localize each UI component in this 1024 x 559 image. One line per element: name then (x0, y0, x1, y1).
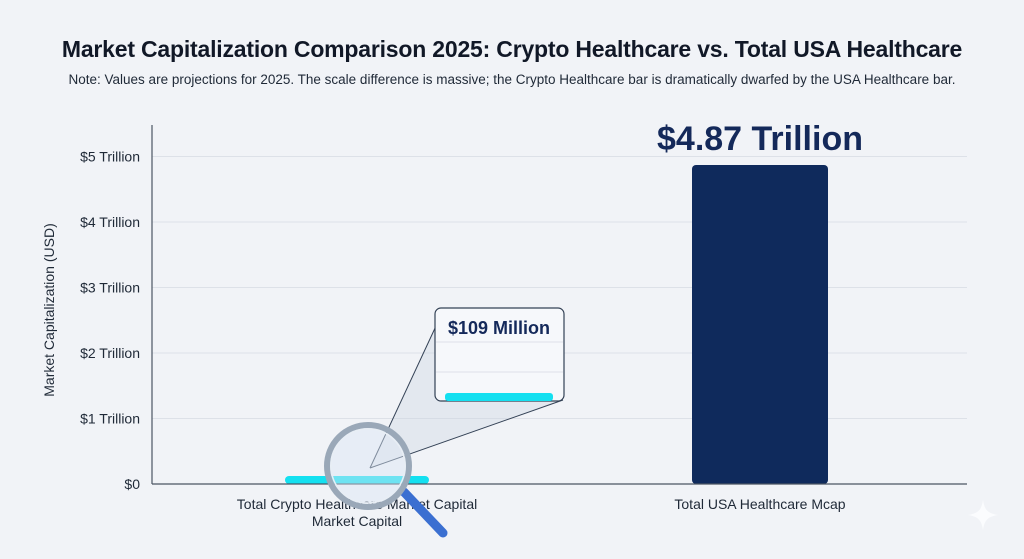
sparkle-icon (968, 500, 998, 530)
callout-line (369, 325, 437, 469)
chart-title: Market Capitalization Comparison 2025: C… (61, 36, 963, 62)
magnifier-lens (324, 422, 412, 510)
y-tick-label: $1 Trillion (80, 411, 140, 427)
magnifier-inset: $109 Million (369, 307, 565, 469)
x-tick-labels: Total Crypto Healthcare Market CapitalMa… (237, 496, 846, 529)
chart-subtitle: Note: Values are projections for 2025. T… (68, 72, 956, 87)
y-tick-label: $2 Trillion (80, 345, 140, 361)
y-axis-label: Market Capitalization (USD) (41, 223, 57, 397)
bar (692, 165, 828, 484)
y-tick-label: $5 Trillion (80, 149, 140, 165)
bars: $4.87 Trillion (285, 120, 863, 484)
y-tick-label: $3 Trillion (80, 280, 140, 296)
inset-value-label: $109 Million (448, 318, 550, 338)
magnifier-rim (330, 428, 406, 504)
y-tick-label: $4 Trillion (80, 214, 140, 230)
magnifier-glass-icon (324, 422, 448, 538)
x-tick-label: Total USA Healthcare Mcap (674, 496, 845, 512)
callout-line (369, 399, 564, 469)
data-label: $4.87 Trillion (657, 120, 863, 158)
inset-bar (445, 393, 553, 401)
bar (285, 476, 429, 484)
magnifier-handle (399, 487, 448, 538)
y-tick-labels: $0 $1 Trillion $2 Trillion $3 Trillion $4 Tr… (80, 149, 140, 493)
y-tick-label: $0 (124, 476, 140, 492)
x-tick-label: Market Capital (312, 513, 402, 529)
